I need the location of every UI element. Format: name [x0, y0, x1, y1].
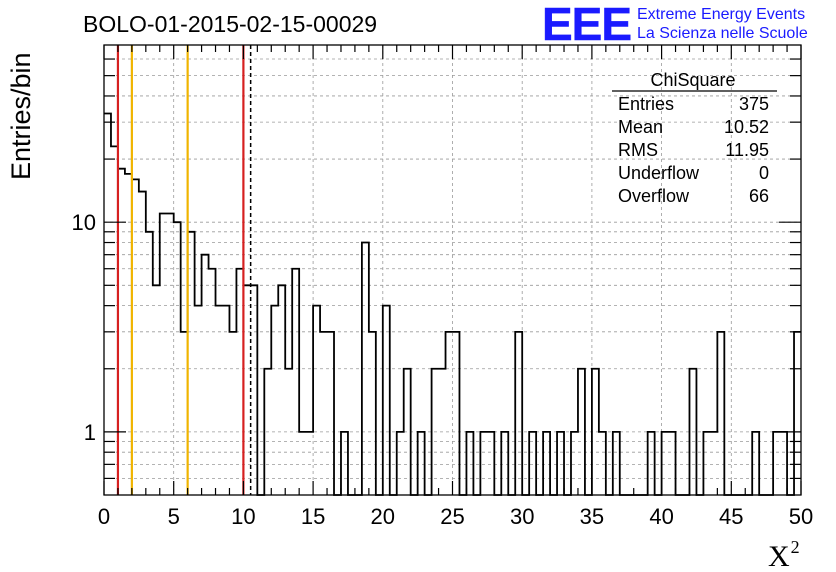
eee-logo-line1: Extreme Energy Events	[637, 6, 805, 23]
stats-row-label: Overflow	[618, 186, 690, 206]
x-tick-label: 0	[98, 504, 110, 529]
x-tick-label: 40	[649, 504, 673, 529]
stats-box-rows: Entries 375 Mean 10.52 RMS 11.95 Underflow 0 Ove…	[618, 94, 769, 206]
x-axis-label-superscript: 2	[791, 537, 800, 557]
stats-row-value: 375	[739, 94, 769, 114]
y-tick-label: 1	[84, 420, 96, 445]
stats-row-value: 10.52	[724, 117, 769, 137]
stats-row-label: Entries	[618, 94, 674, 114]
x-tick-label: 20	[371, 504, 395, 529]
x-axis-label-base: X	[768, 540, 790, 572]
x-tick-label: 45	[719, 504, 743, 529]
x-tick-label: 30	[510, 504, 534, 529]
eee-logo: EEE Extreme Energy Events La Scienza nel…	[542, 0, 808, 50]
x-tick-label: 10	[231, 504, 255, 529]
stats-box-title: ChiSquare	[650, 70, 735, 90]
x-tick-label: 25	[440, 504, 464, 529]
stats-row-value: 66	[749, 186, 769, 206]
x-axis-label: X2	[768, 537, 800, 572]
x-tick-label: 50	[789, 504, 813, 529]
stats-row-value: 11.95	[725, 140, 769, 160]
stats-row-value: 0	[759, 163, 769, 183]
x-tick-label: 5	[168, 504, 180, 529]
eee-logo-line2: La Scienza nelle Scuole	[637, 25, 808, 42]
x-tick-label: 15	[301, 504, 325, 529]
histogram-step-line	[104, 112, 801, 496]
stats-box: ChiSquare Entries 375 Mean 10.52 RMS 11.95 Und…	[612, 70, 777, 206]
y-axis-label: Entries/bin	[6, 52, 36, 180]
y-tick-label: 10	[72, 210, 96, 235]
stats-row-label: Underflow	[618, 163, 700, 183]
x-tick-label: 35	[580, 504, 604, 529]
marker-lines	[116, 45, 252, 495]
chart-title: BOLO-01-2015-02-15-00029	[83, 11, 377, 37]
tick-labels: 0 5 10 15 20 25 30 35 40 45 50 1 10	[72, 210, 814, 529]
stats-row-label: Mean	[618, 117, 663, 137]
histogram-bars	[104, 112, 801, 496]
eee-logo-mark: EEE	[542, 0, 631, 50]
stats-row-label: RMS	[618, 140, 658, 160]
axis-ticks	[103, 45, 802, 495]
